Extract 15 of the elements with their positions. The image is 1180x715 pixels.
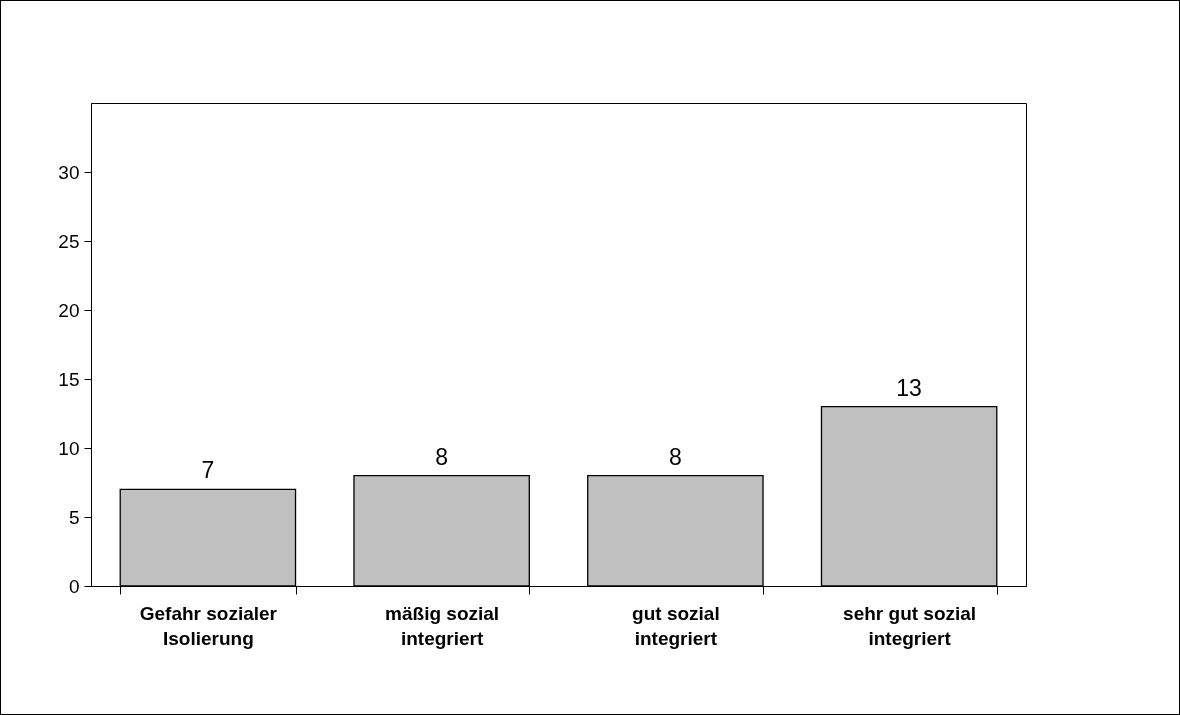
y-tick-label: 5 xyxy=(68,506,80,528)
x-tick-label: sehr gut sozial integriert xyxy=(843,602,977,649)
data-label: 13 xyxy=(896,374,922,401)
data-label: 8 xyxy=(668,443,682,470)
y-tick-label: 0 xyxy=(68,575,80,597)
data-label: 8 xyxy=(435,443,449,470)
y-tick-label: 25 xyxy=(58,230,80,252)
y-tick-label: 20 xyxy=(58,299,80,321)
y-tick-label: 10 xyxy=(58,437,80,459)
x-tick-label: Gefahr sozialer Isolierung xyxy=(139,602,278,649)
y-tick-label: 30 xyxy=(58,161,80,183)
x-tick-label: gut sozial integriert xyxy=(632,602,720,649)
data-label: 7 xyxy=(201,457,215,484)
x-tick-label: mäßig sozial integriert xyxy=(385,602,500,649)
y-tick-label: 15 xyxy=(58,368,80,390)
